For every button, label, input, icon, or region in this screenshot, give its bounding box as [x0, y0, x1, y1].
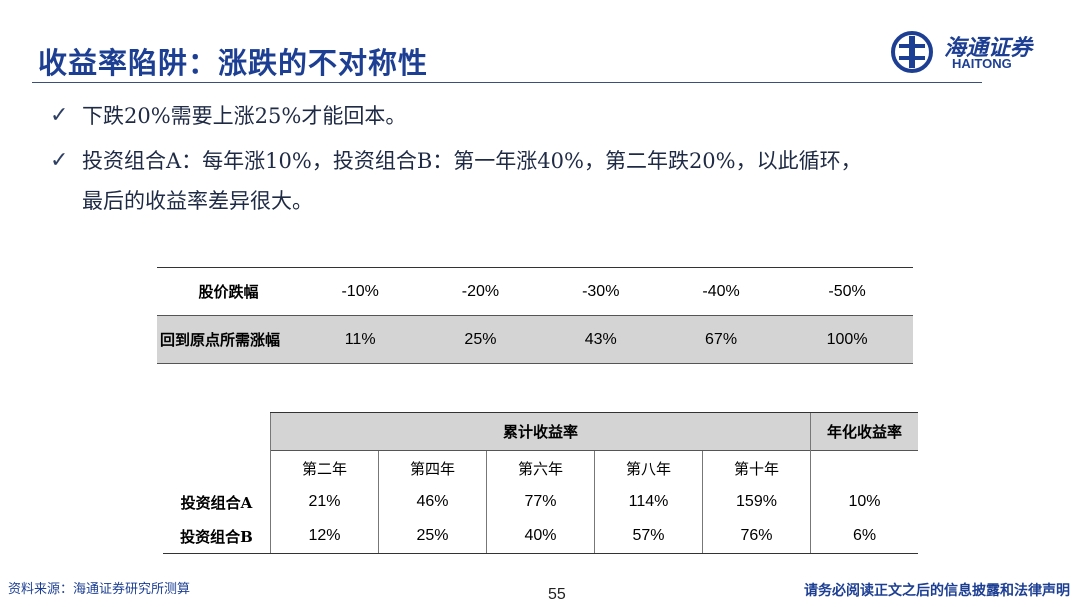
table-cell: 12% [270, 519, 379, 554]
source-note: 资料来源：海通证券研究所测算 [8, 582, 191, 597]
logo-name-en: HAITONG [952, 56, 1012, 71]
row-label: 回到原点所需涨幅 [157, 315, 300, 364]
table-cell: 25% [378, 519, 487, 554]
year-header: 第二年 [270, 450, 379, 485]
year-header: 第十年 [702, 450, 811, 485]
haitong-emblem-icon [891, 31, 933, 73]
table-cell: -30% [540, 267, 661, 316]
table-cell: 21% [270, 485, 379, 519]
page-number: 55 [548, 586, 566, 603]
bullet-text: 下跌20%需要上涨25%才能回本。 [82, 104, 407, 128]
table-cell: -40% [660, 267, 782, 316]
table-cell: 159% [702, 485, 811, 519]
year-header: 第四年 [378, 450, 487, 485]
empty-header-cell [163, 413, 271, 451]
table-cell: 76% [702, 519, 811, 554]
bullet-item: ✓ 投资组合A：每年涨10%，投资组合B：第一年涨40%，第二年跌20%，以此循… [50, 141, 1060, 221]
bullet-text-continued: 最后的收益率差异很大。 [82, 189, 313, 213]
table-cell: 77% [486, 485, 595, 519]
drop-recovery-table: 股价跌幅 -10% -20% -30% -40% -50% 回到原点所需涨幅 1… [157, 267, 913, 364]
bullet-list: ✓ 下跌20%需要上涨25%才能回本。 ✓ 投资组合A：每年涨10%，投资组合B… [50, 96, 1060, 221]
title-divider [32, 82, 982, 83]
checkmark-icon: ✓ [50, 148, 69, 173]
empty-cell [163, 451, 271, 486]
annual-return-cell: 6% [810, 519, 918, 554]
table-cell: 100% [781, 315, 913, 364]
table-cell: -20% [420, 267, 541, 316]
table-row: 股价跌幅 -10% -20% -30% -40% -50% [157, 267, 913, 316]
page-title: 收益率陷阱：涨跌的不对称性 [38, 46, 429, 80]
table-cell: 43% [540, 315, 661, 364]
row-label: 股价跌幅 [157, 267, 300, 316]
table-cell: 11% [300, 315, 421, 364]
table-row: 投资组合B 12% 25% 40% 57% 76% 6% [163, 519, 918, 554]
empty-cell [810, 450, 918, 485]
year-header: 第六年 [486, 450, 595, 485]
table-cell: -50% [781, 267, 913, 316]
table-row: 回到原点所需涨幅 11% 25% 43% 67% 100% [157, 315, 913, 364]
bullet-item: ✓ 下跌20%需要上涨25%才能回本。 [50, 96, 1060, 136]
portfolio-return-table: 累计收益率 年化收益率 第二年 第四年 第六年 第八年 第十年 投资组合A 21… [163, 412, 918, 554]
bullet-text: 投资组合A：每年涨10%，投资组合B：第一年涨40%，第二年跌20%，以此循环， [82, 149, 862, 173]
legal-disclaimer: 请务必阅读正文之后的信息披露和法律声明 [804, 583, 1070, 599]
portfolio-name: 投资组合B [163, 519, 271, 554]
haitong-logo: 海通证券 HAITONG [888, 28, 1048, 76]
table-cell: 46% [378, 485, 487, 519]
annual-return-cell: 10% [810, 485, 918, 519]
year-header-row: 第二年 第四年 第六年 第八年 第十年 [163, 450, 918, 486]
logo-name-cn: 海通证券 [944, 35, 1033, 61]
table-cell: 114% [594, 485, 703, 519]
annual-return-header: 年化收益率 [810, 412, 918, 451]
table-row: 投资组合A 21% 46% 77% 114% 159% 10% [163, 485, 918, 519]
table-cell: 67% [660, 315, 782, 364]
table-cell: 25% [420, 315, 541, 364]
portfolio-name: 投资组合A [180, 493, 253, 512]
table-header-row: 累计收益率 年化收益率 [163, 412, 918, 451]
checkmark-icon: ✓ [50, 103, 69, 128]
cumulative-return-header: 累计收益率 [270, 412, 811, 451]
table-cell: 40% [486, 519, 595, 554]
year-header: 第八年 [594, 450, 703, 485]
table-cell: -10% [300, 267, 421, 316]
table-cell: 57% [594, 519, 703, 554]
